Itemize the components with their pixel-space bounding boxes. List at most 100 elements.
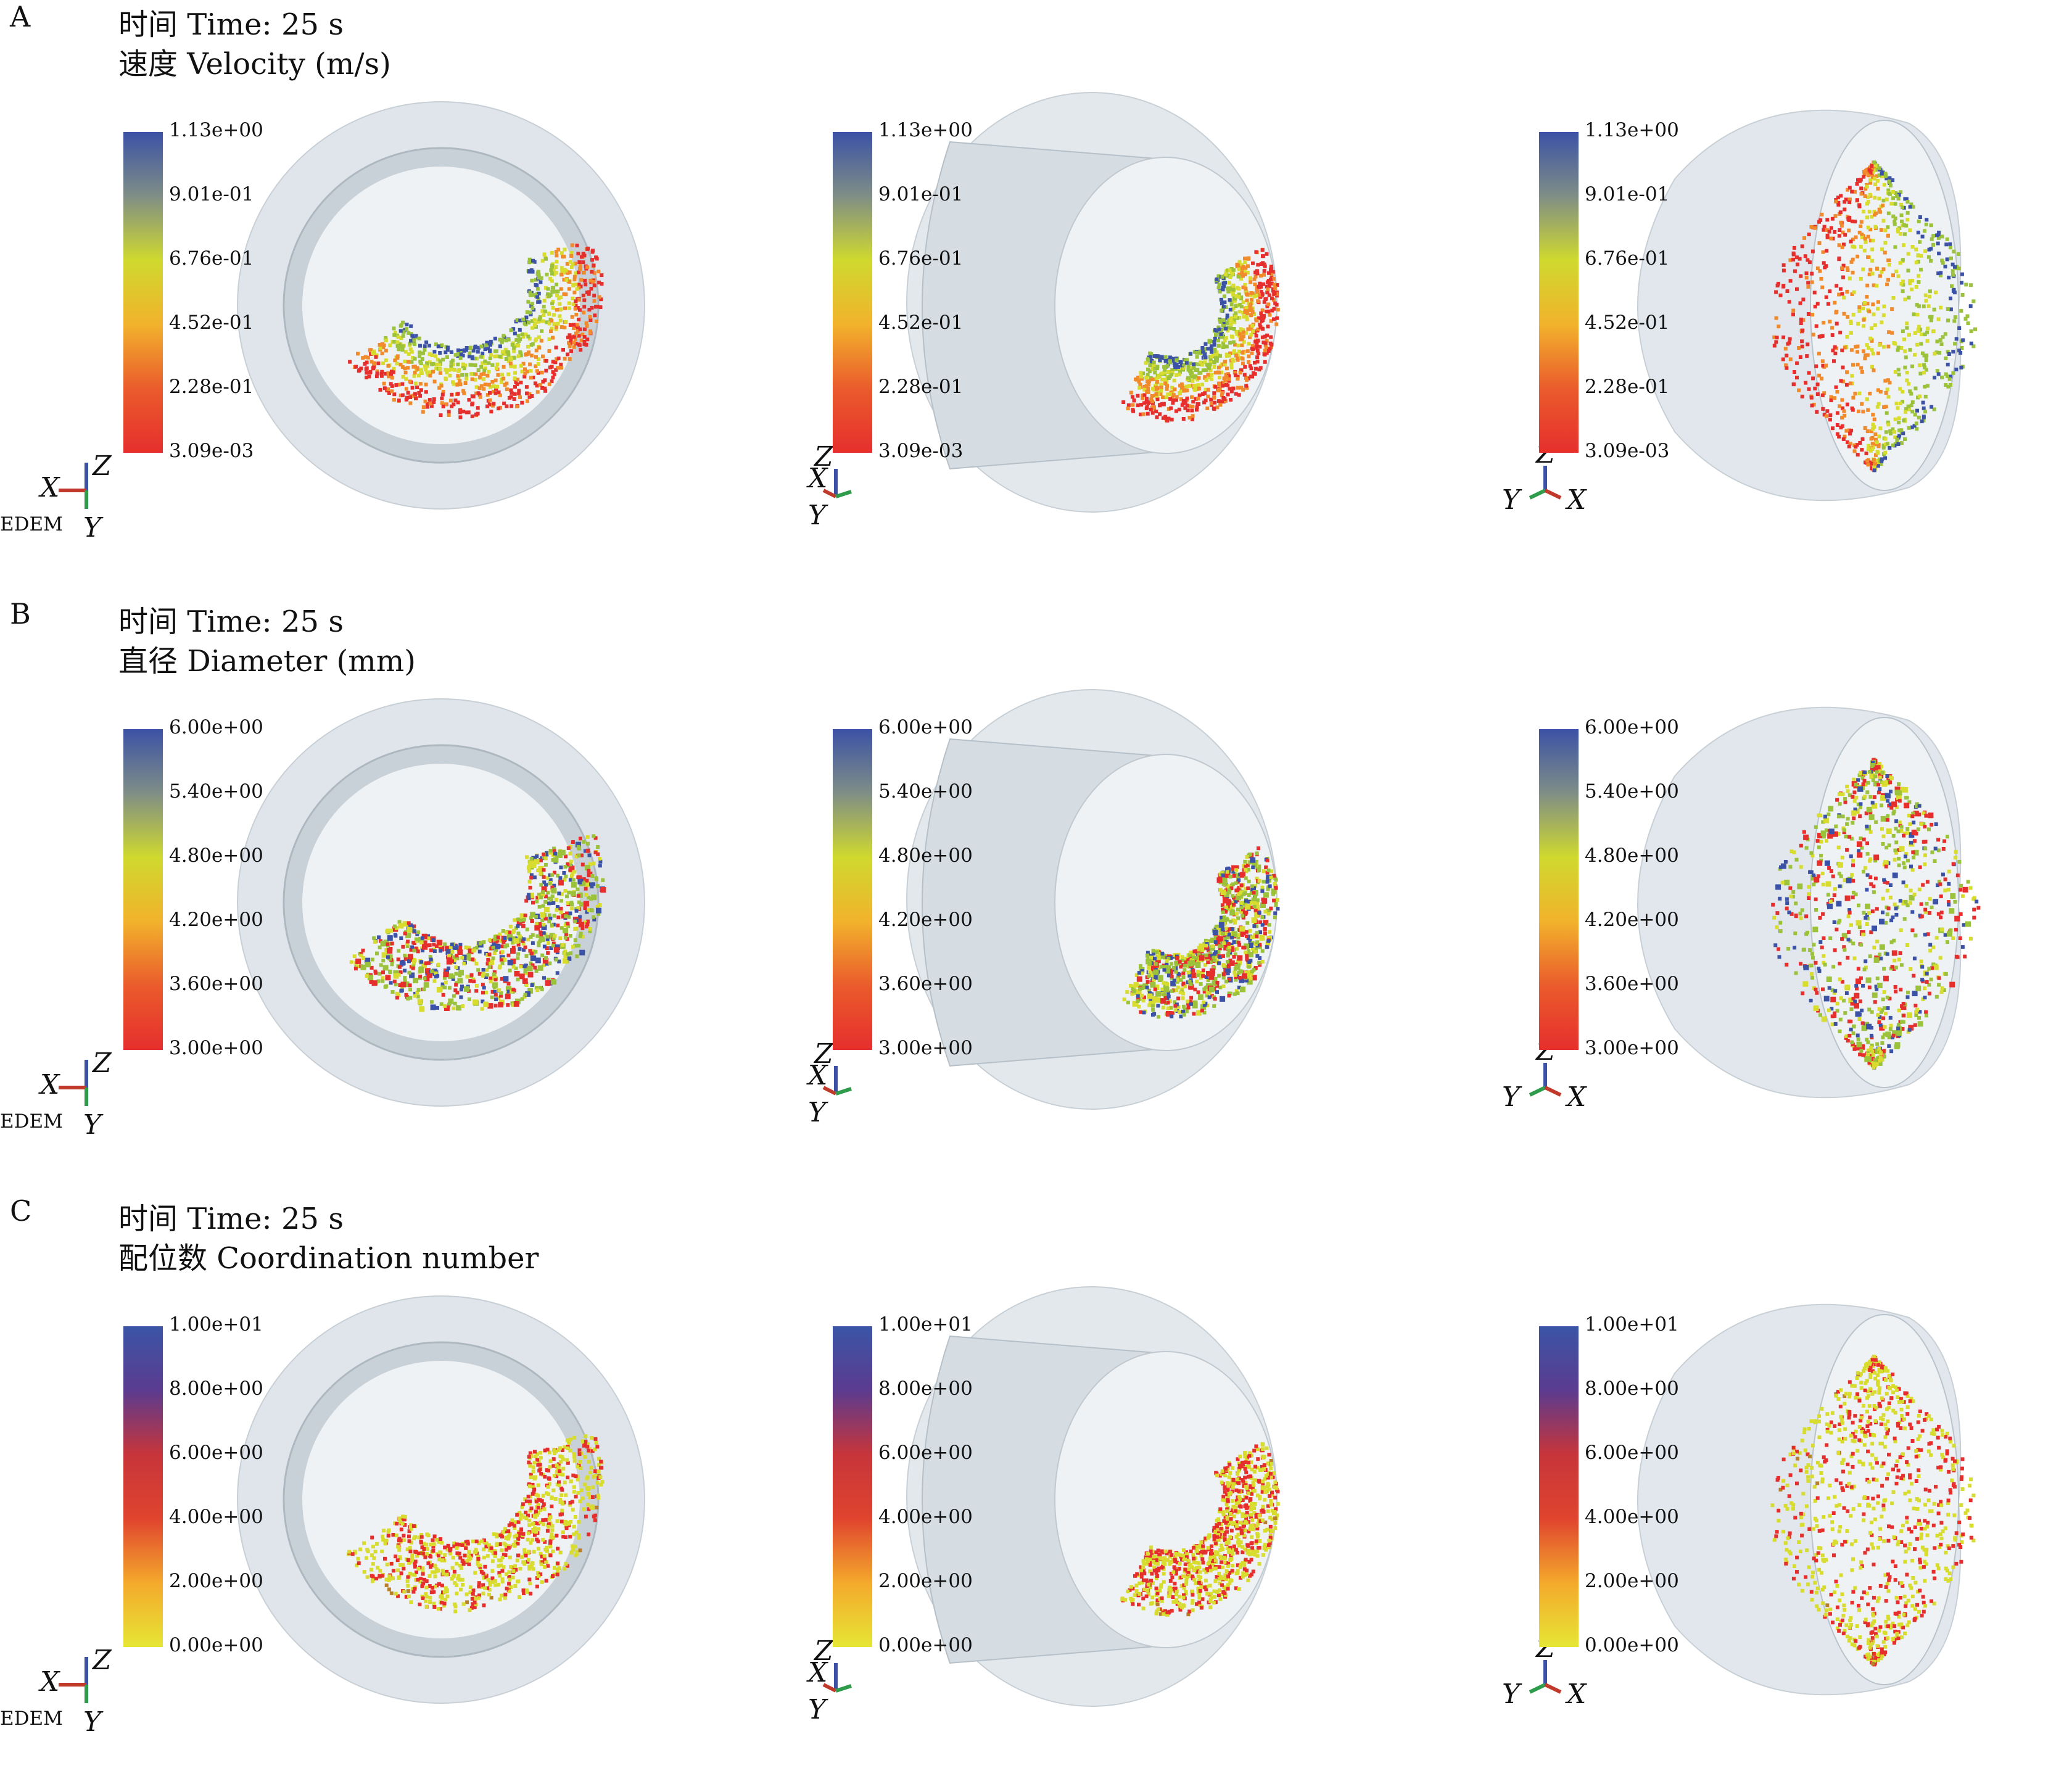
drum-shell	[1637, 109, 1962, 502]
drum-render: ZXY	[38, 1295, 645, 1738]
color-scale-bar	[833, 1326, 872, 1647]
scale-tick-label: 6.76e-01	[1585, 247, 1670, 270]
scale-tick-label: 1.00e+01	[878, 1313, 973, 1336]
scale-tick-label: 5.40e+00	[169, 780, 263, 803]
scale-tick-label: 4.52e-01	[1585, 312, 1670, 334]
axis-z-label: Z	[813, 441, 834, 473]
scale-tick-label: 4.80e+00	[878, 844, 973, 867]
scale-tick-label: 0.00e+00	[169, 1634, 263, 1656]
drum-shell	[1637, 1303, 1962, 1696]
color-scale-bar	[1539, 132, 1579, 453]
scale-tick-label: 4.00e+00	[169, 1506, 263, 1528]
scale-tick-label: 9.01e-01	[169, 183, 254, 205]
axis-y-label: Y	[1502, 1678, 1522, 1710]
drum-render: ZXY	[806, 689, 1280, 1128]
scale-tick-label: 6.76e-01	[169, 247, 254, 270]
axis-triad: ZXY	[38, 450, 112, 543]
axis-x-label: X	[806, 1657, 828, 1688]
scale-tick-label: 1.13e+00	[878, 119, 973, 141]
axis-z-label: Z	[91, 450, 112, 482]
scale-tick-label: 0.00e+00	[1585, 1634, 1679, 1656]
view-1: Z X Y 1.00e+01 8.00e+00 6.00e+00 4.00e+00 2.00e…	[0, 1281, 654, 1786]
scale-tick-label: 2.28e-01	[1585, 376, 1670, 398]
axis-z-label: Z	[91, 1047, 112, 1079]
particle-bed	[349, 834, 606, 1012]
axis-y-label: Y	[83, 1109, 104, 1141]
drum-render: ZY X	[1502, 1303, 1976, 1710]
axis-z-label: Z	[813, 1635, 834, 1667]
view-3: Z Y X 1.13e+00 9.01e-01 6.76e-01 4.52e-01 2.28e…	[1416, 86, 2064, 592]
particle-bed	[347, 1434, 605, 1614]
scale-tick-label: 4.20e+00	[169, 909, 263, 931]
drum-shell	[906, 1286, 1278, 1707]
scale-tick-label: 2.00e+00	[878, 1570, 973, 1592]
scale-tick-label: 4.52e-01	[169, 312, 254, 334]
particle-bed	[1770, 1355, 1976, 1667]
color-scale-bar	[123, 729, 163, 1050]
scale-tick-label: 1.13e+00	[169, 119, 263, 141]
scale-tick-label: 6.00e+00	[1585, 1442, 1679, 1464]
scale-tick-label: 6.00e+00	[878, 716, 973, 738]
axis-triad: ZXY	[806, 1038, 852, 1128]
axis-x-label: X	[38, 1666, 60, 1698]
panel-a: A 时间 Time: 25 s 速度 Velocity (m/s) Z X Y 1.13e+…	[0, 0, 2064, 597]
scale-tick-label: 6.00e+00	[169, 1442, 263, 1464]
color-scale-bar	[833, 729, 872, 1050]
scale-tick-label: 2.28e-01	[878, 376, 964, 398]
axis-y-label: Y	[1502, 1081, 1522, 1113]
scale-tick-label: 4.20e+00	[878, 909, 973, 931]
drum-render: ZY X	[1502, 706, 1981, 1113]
scale-tick-label: 1.13e+00	[1585, 119, 1679, 141]
scale-tick-label: 6.00e+00	[169, 716, 263, 738]
axis-x-label: X	[806, 1060, 828, 1091]
color-scale-bar	[123, 1326, 163, 1647]
panel-c: C 时间 Time: 25 s 配位数 Coordination number Z X Y…	[0, 1194, 2064, 1791]
particle-bed	[1121, 247, 1280, 423]
time-label: 时间 Time: 25 s	[118, 7, 344, 42]
axis-triad: ZXY	[806, 1635, 852, 1725]
axis-x-label: X	[806, 463, 828, 494]
axis-triad: ZY X	[1502, 438, 1587, 516]
axis-x-label: X	[1565, 484, 1587, 516]
axis-y-label: Y	[808, 1097, 828, 1128]
drum-render: ZXY	[38, 101, 645, 543]
axis-x-label: X	[1565, 1678, 1587, 1710]
scale-tick-label: 3.09e-03	[878, 440, 964, 462]
view-3: Z Y X 1.00e+01 8.00e+00 6.00e+00 4.00e+00 2.00e…	[1416, 1281, 2064, 1786]
scale-tick-label: 3.00e+00	[1585, 1037, 1679, 1059]
scale-tick-label: 4.52e-01	[878, 312, 964, 334]
edem-logo: EDEM	[0, 1707, 63, 1730]
color-scale-bar	[833, 132, 872, 453]
scale-tick-label: 5.40e+00	[1585, 780, 1679, 803]
scale-tick-label: 1.00e+01	[1585, 1313, 1679, 1336]
axis-x-label: X	[38, 1069, 60, 1100]
scale-tick-label: 5.40e+00	[878, 780, 973, 803]
scale-tick-label: 4.20e+00	[1585, 909, 1679, 931]
scale-tick-label: 9.01e-01	[878, 183, 964, 205]
scale-tick-label: 9.01e-01	[1585, 183, 1670, 205]
scale-tick-label: 6.00e+00	[1585, 716, 1679, 738]
particle-bed	[1772, 160, 1977, 473]
view-1: Z X Y 1.13e+00 9.01e-01 6.76e-01 4.52e-01 2.28e…	[0, 86, 654, 592]
drum-render: ZXY	[38, 698, 645, 1141]
scale-tick-label: 3.60e+00	[878, 973, 973, 995]
scale-tick-label: 8.00e+00	[1585, 1377, 1679, 1400]
edem-logo: EDEM	[0, 513, 63, 535]
property-label: 直径 Diameter (mm)	[118, 644, 416, 679]
scale-tick-label: 3.09e-03	[169, 440, 254, 462]
color-scale-bar	[1539, 1326, 1579, 1647]
particle-bed	[1122, 846, 1280, 1019]
particle-bed	[1771, 758, 1981, 1070]
color-scale-bar	[123, 132, 163, 453]
axis-triad: ZXY	[806, 441, 852, 531]
scale-tick-label: 2.00e+00	[1585, 1570, 1679, 1592]
axis-x-label: X	[1565, 1081, 1587, 1113]
axis-y-label: Y	[83, 512, 104, 543]
time-label: 时间 Time: 25 s	[118, 1202, 344, 1236]
axis-y-label: Y	[83, 1706, 104, 1738]
axis-triad: ZY X	[1502, 1035, 1587, 1113]
scale-tick-label: 4.00e+00	[1585, 1506, 1679, 1528]
drum-shell	[237, 1295, 645, 1704]
axis-z-label: Z	[91, 1645, 112, 1676]
axis-triad: ZY X	[1502, 1632, 1587, 1710]
